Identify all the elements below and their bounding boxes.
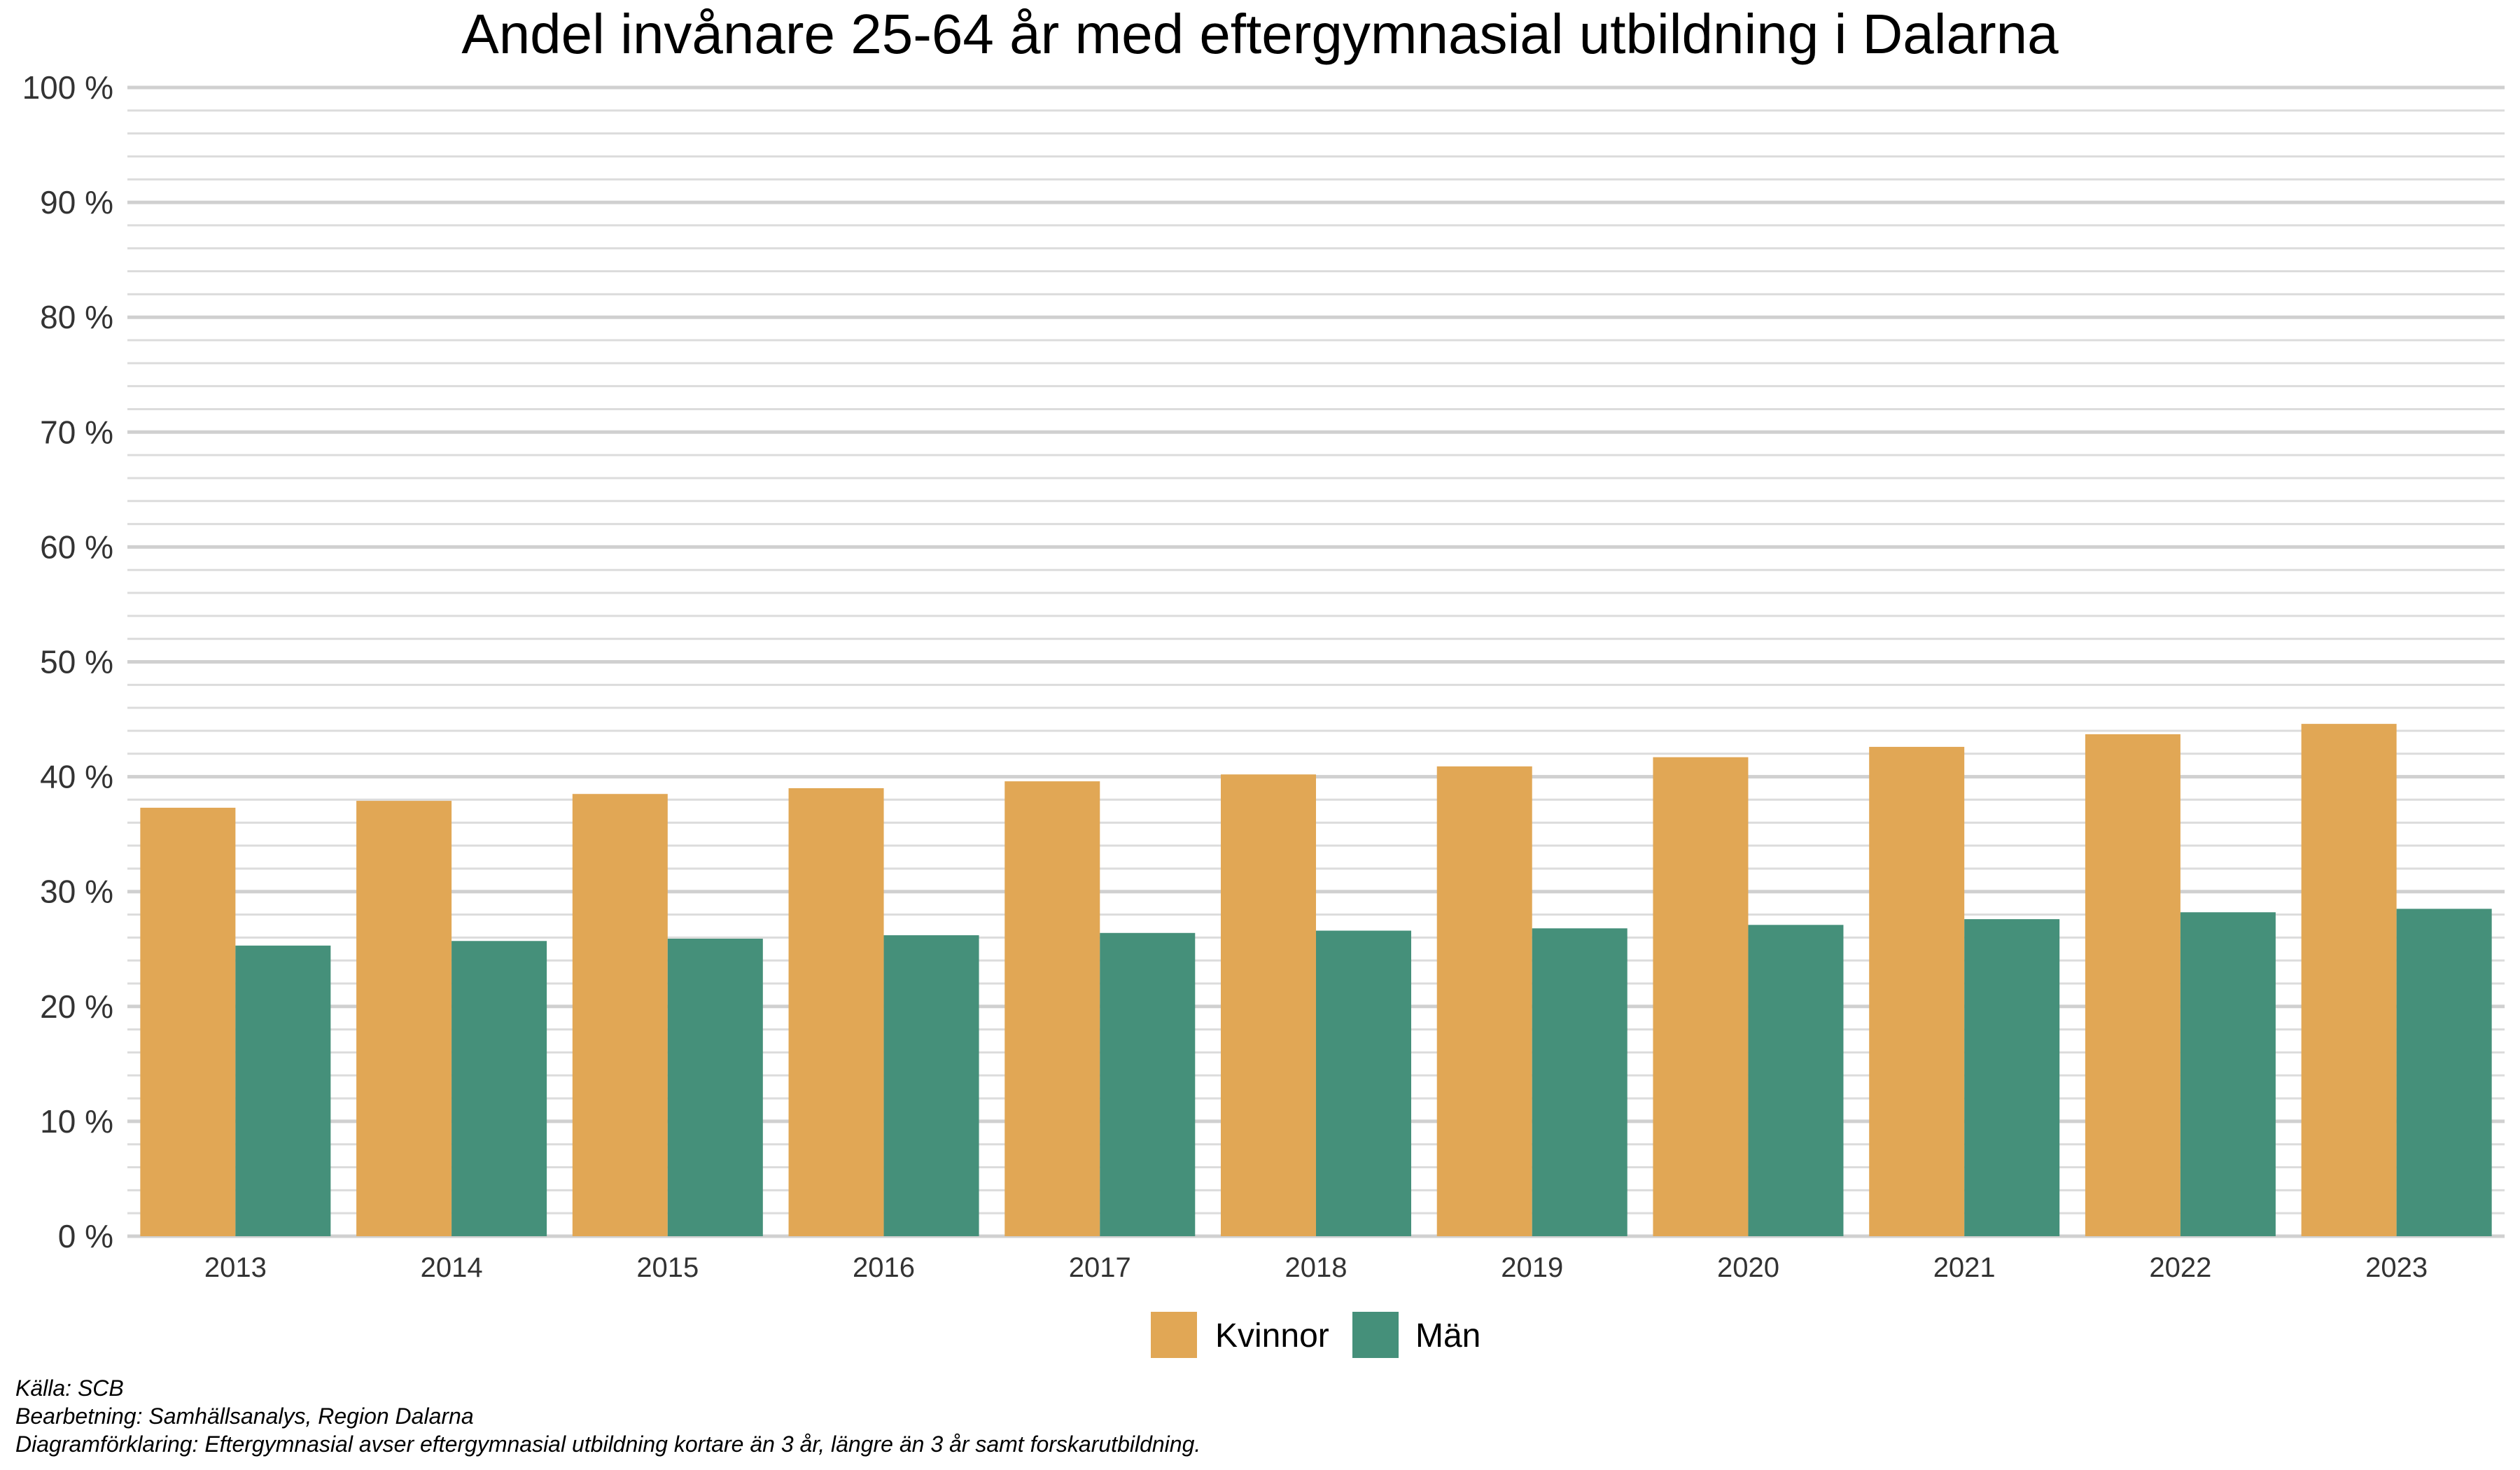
bar-man-2017: [1100, 932, 1196, 1236]
y-tick-label: 100 %: [22, 69, 113, 106]
x-tick-label: 2022: [2149, 1252, 2211, 1283]
bar-man-2018: [1316, 930, 1411, 1236]
bar-kvinnor-2017: [1004, 781, 1100, 1236]
bar-kvinnor-2022: [2085, 734, 2180, 1236]
y-axis-tick-labels: 0 % 10 % 20 % 30 % 40 % 50 % 60 % 70 % 80 % 90 % 1…: [22, 69, 113, 1254]
y-tick-label: 0 %: [58, 1218, 113, 1254]
y-tick-label: 50 %: [40, 644, 113, 680]
bar-man-2015: [667, 938, 763, 1236]
x-tick-label: 2018: [1285, 1252, 1348, 1283]
bar-man-2013: [235, 945, 331, 1236]
bar-man-2021: [1964, 919, 2060, 1236]
legend-swatch-kvinnor: [1151, 1312, 1197, 1358]
x-tick-label: 2013: [204, 1252, 267, 1283]
x-tick-label: 2015: [636, 1252, 699, 1283]
y-tick-label: 60 %: [40, 528, 113, 565]
processing-caption: Bearbetning: Samhällsanalys, Region Dala…: [15, 1404, 474, 1429]
bar-kvinnor-2013: [140, 807, 236, 1236]
legend: Kvinnor Män: [1151, 1312, 1480, 1358]
bar-kvinnor-2016: [788, 788, 884, 1236]
x-tick-label: 2017: [1069, 1252, 1131, 1283]
x-tick-label: 2019: [1501, 1252, 1563, 1283]
x-tick-label: 2020: [1717, 1252, 1779, 1283]
legend-label-man: Män: [1415, 1317, 1480, 1354]
x-axis-tick-labels: 2013 2014 2015 2016 2017 2018 2019 2020 2021 2022…: [204, 1252, 2428, 1283]
bar-kvinnor-2014: [356, 801, 452, 1236]
bar-kvinnor-2019: [1436, 766, 1532, 1236]
x-tick-label: 2016: [853, 1252, 915, 1283]
bar-kvinnor-2018: [1221, 774, 1316, 1236]
x-tick-label: 2021: [1933, 1252, 1996, 1283]
bar-kvinnor-2023: [2301, 724, 2397, 1236]
bar-man-2014: [451, 941, 547, 1236]
bars: [140, 724, 2492, 1236]
chart-title: Andel invånare 25-64 år med eftergymnasi…: [461, 3, 2059, 65]
bar-man-2023: [2396, 909, 2492, 1236]
source-caption: Källa: SCB: [15, 1376, 124, 1401]
y-tick-label: 90 %: [40, 184, 113, 220]
y-tick-label: 40 %: [40, 759, 113, 795]
y-tick-label: 10 %: [40, 1103, 113, 1140]
explanation-caption: Diagramförklaring: Eftergymnasial avser …: [15, 1432, 1201, 1457]
bar-man-2020: [1748, 925, 1844, 1236]
y-tick-label: 70 %: [40, 414, 113, 450]
bar-man-2016: [883, 935, 979, 1236]
bar-kvinnor-2021: [1869, 746, 1965, 1236]
bar-man-2019: [1532, 928, 1628, 1236]
bar-kvinnor-2020: [1653, 757, 1749, 1236]
x-tick-label: 2023: [2365, 1252, 2428, 1283]
legend-label-kvinnor: Kvinnor: [1215, 1317, 1329, 1354]
y-tick-label: 80 %: [40, 299, 113, 335]
y-tick-label: 30 %: [40, 874, 113, 910]
x-tick-label: 2014: [421, 1252, 483, 1283]
bar-man-2022: [2180, 912, 2276, 1236]
bar-kvinnor-2015: [572, 794, 668, 1236]
legend-swatch-man: [1352, 1312, 1399, 1358]
y-tick-label: 20 %: [40, 988, 113, 1025]
